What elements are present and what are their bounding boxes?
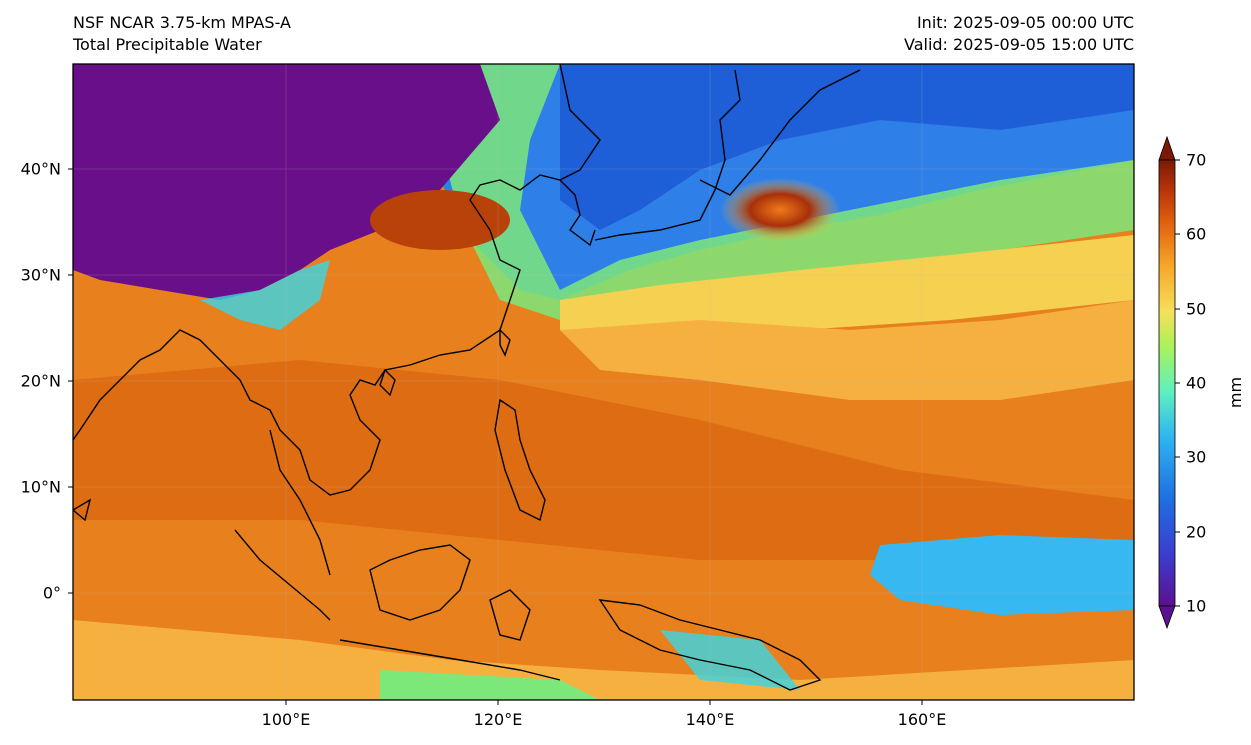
model-title: NSF NCAR 3.75-km MPAS-A	[73, 13, 291, 32]
colorbar-max-extend	[1158, 135, 1176, 161]
lat-label-10n: 10°N	[20, 477, 61, 497]
cyclone-swirl	[720, 178, 840, 242]
lon-label-140e: 140°E	[685, 710, 735, 729]
colorbar	[1158, 135, 1180, 630]
southern-green-pocket	[380, 670, 600, 700]
title-block-left: NSF NCAR 3.75-km MPAS-A Total Precipitab…	[73, 12, 291, 56]
colorbar-label-10: 10	[1186, 596, 1207, 616]
lat-ticks	[68, 168, 73, 594]
lon-label-120e: 120°E	[473, 710, 523, 729]
lon-ticks	[285, 700, 923, 705]
colorbar-ticks	[1175, 159, 1180, 607]
lon-label-100e: 100°E	[261, 710, 311, 729]
tpw-field	[73, 64, 1134, 700]
colorbar-unit: mm	[1226, 376, 1246, 409]
deep-tropics-band	[73, 360, 1134, 560]
init-time: Init: 2025-09-05 00:00 UTC	[916, 13, 1134, 32]
south-pacific-dry-pocket	[870, 535, 1134, 615]
valid-time: Valid: 2025-09-05 15:00 UTC	[903, 35, 1134, 54]
colorbar-gradient	[1158, 159, 1176, 607]
colorbar-label-30: 30	[1186, 447, 1207, 467]
colorbar-label-70: 70	[1186, 150, 1207, 170]
lat-label-30n: 30°N	[20, 265, 61, 285]
lat-label-equator: 0°	[42, 583, 61, 603]
title-block-right: Init: 2025-09-05 00:00 UTC Valid: 2025-0…	[904, 12, 1134, 56]
colorbar-label-60: 60	[1186, 224, 1207, 244]
north-china-moist-core	[370, 190, 510, 250]
new-guinea-highland	[660, 630, 800, 690]
field-title: Total Precipitable Water	[73, 35, 262, 54]
colorbar-label-20: 20	[1186, 522, 1207, 542]
lat-label-40n: 40°N	[20, 159, 61, 179]
map-gridlines	[73, 64, 1134, 700]
plateau-edge-cyan	[200, 260, 330, 330]
tibetan-plateau-dry-region	[73, 64, 500, 300]
colorbar-min-extend	[1158, 605, 1176, 630]
southern-fringe	[73, 620, 1134, 700]
colorbar-label-40: 40	[1186, 373, 1207, 393]
colorbar-label-50: 50	[1186, 299, 1207, 319]
lon-label-160e: 160°E	[897, 710, 947, 729]
lat-label-20n: 20°N	[20, 371, 61, 391]
coastlines	[73, 64, 861, 691]
pacific-subtropical-band	[560, 300, 1134, 400]
moisture-gradient-yellow	[560, 235, 1134, 330]
north-dry-core	[560, 64, 1134, 230]
map-frame	[72, 63, 1135, 701]
